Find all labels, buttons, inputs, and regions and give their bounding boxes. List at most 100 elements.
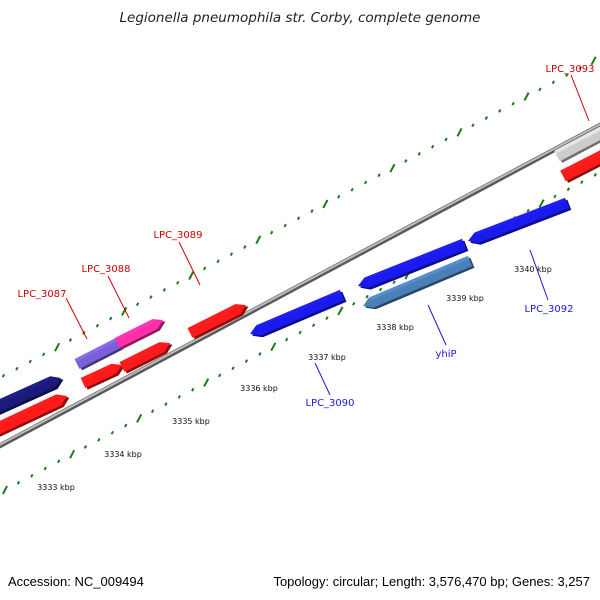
minor-tick — [283, 223, 287, 228]
minor-tick — [97, 438, 101, 442]
map-title: Legionella pneumophila str. Corby, compl… — [120, 10, 481, 26]
minor-tick — [325, 316, 329, 321]
tick-label-3333: 3333 kbp — [37, 483, 75, 492]
scale-labels: 3333 kbp 3334 kbp 3335 kbp 3336 kbp 3337… — [37, 265, 552, 492]
minor-tick — [15, 366, 19, 371]
gene-yhip[interactable] — [361, 255, 475, 313]
backbone — [0, 122, 600, 449]
minor-tick — [243, 245, 247, 249]
minor-tick — [444, 137, 448, 142]
minor-tick — [580, 180, 584, 184]
tick-label-3337: 3337 kbp — [308, 353, 346, 362]
minor-tick — [417, 151, 421, 156]
minor-tick — [164, 402, 168, 406]
minor-tick — [337, 194, 341, 199]
minor-tick — [578, 66, 582, 70]
minor-tick — [565, 73, 569, 77]
minor-tick — [42, 352, 46, 357]
minor-tick — [526, 208, 530, 213]
gene-label-lpc-3089[interactable]: LPC_3089 — [153, 230, 202, 241]
minor-tick — [566, 187, 570, 192]
minor-tick — [392, 280, 396, 285]
major-tick — [69, 449, 76, 459]
major-tick — [337, 306, 344, 316]
minor-tick — [203, 266, 207, 271]
minor-tick — [162, 288, 166, 292]
gene-label-yhip[interactable]: yhiP — [435, 349, 456, 360]
gene-lpc-3087-dark[interactable] — [0, 372, 66, 418]
minor-tick — [124, 423, 128, 428]
feature-track — [0, 122, 600, 440]
minor-tick — [511, 101, 515, 106]
minor-tick — [352, 301, 356, 306]
gene-lpc-3090[interactable] — [248, 289, 347, 341]
minor-tick — [135, 302, 140, 307]
gene-label-lpc-3088[interactable]: LPC_3088 — [81, 264, 130, 275]
minor-tick — [216, 259, 220, 264]
minor-tick — [177, 395, 181, 399]
minor-tick — [28, 359, 32, 364]
minor-tick — [150, 409, 155, 414]
accession-text: Accession: NC_009494 — [8, 574, 144, 589]
minor-tick — [68, 338, 73, 342]
minor-tick — [538, 87, 542, 92]
major-tick — [203, 378, 210, 387]
minor-tick — [57, 459, 61, 464]
major-tick — [590, 56, 597, 66]
major-tick — [389, 163, 396, 173]
gene-lpc-3089-a[interactable] — [119, 337, 175, 374]
minor-tick — [551, 80, 555, 85]
outer-tick-track — [1, 56, 597, 378]
minor-tick — [431, 144, 435, 149]
minor-tick — [16, 480, 21, 485]
minor-tick — [191, 387, 195, 392]
major-tick — [523, 92, 530, 101]
major-tick — [2, 485, 8, 495]
minor-tick — [553, 194, 557, 199]
minor-tick — [43, 466, 47, 471]
topology-summary: Topology: circular; Length: 3,576,470 bp… — [273, 574, 590, 589]
gene-lpc-3087[interactable] — [74, 337, 123, 371]
tick-label-3339: 3339 kbp — [446, 294, 484, 303]
minor-tick — [363, 180, 368, 185]
tick-label-3340: 3340 kbp — [514, 265, 552, 274]
minor-tick — [365, 294, 369, 299]
major-tick — [456, 127, 463, 137]
minor-tick — [298, 330, 302, 335]
minor-tick — [498, 109, 502, 113]
gene-label-lpc-3090[interactable]: LPC_3090 — [305, 398, 354, 409]
minor-tick — [30, 473, 34, 478]
minor-tick — [229, 252, 234, 256]
minor-tick — [310, 209, 314, 214]
minor-tick — [110, 430, 114, 435]
tick-label-3335: 3335 kbp — [172, 417, 210, 426]
gene-label-lpc-3087[interactable]: LPC_3087 — [17, 289, 66, 300]
minor-tick — [350, 187, 354, 192]
minor-tick — [471, 123, 475, 128]
major-tick — [54, 342, 61, 352]
minor-tick — [270, 230, 274, 235]
minor-tick — [258, 352, 262, 356]
minor-tick — [296, 216, 301, 221]
gene-lpc-3088-b[interactable] — [80, 359, 127, 390]
major-tick — [255, 235, 262, 245]
minor-tick — [244, 359, 249, 363]
gene-lpc-3090-b[interactable] — [356, 238, 469, 293]
minor-tick — [149, 295, 153, 299]
minor-tick — [593, 173, 597, 177]
minor-tick — [231, 366, 235, 371]
gene-lpc-3087-red[interactable] — [0, 390, 72, 440]
minor-tick — [378, 287, 383, 292]
gene-label-lpc-3093[interactable]: LPC_3093 — [545, 64, 594, 75]
minor-tick — [404, 159, 408, 163]
tick-label-3336: 3336 kbp — [240, 384, 278, 393]
gene-lpc-3088[interactable] — [114, 314, 168, 350]
gene-lpc-3089[interactable] — [187, 299, 251, 340]
gene-lpc-3092[interactable] — [466, 197, 572, 248]
gene-label-lpc-3092[interactable]: LPC_3092 — [524, 304, 573, 315]
minor-tick — [109, 316, 113, 321]
major-tick — [322, 199, 329, 209]
gene-lpc-3093-grey[interactable] — [554, 122, 600, 164]
minor-tick — [484, 116, 488, 120]
